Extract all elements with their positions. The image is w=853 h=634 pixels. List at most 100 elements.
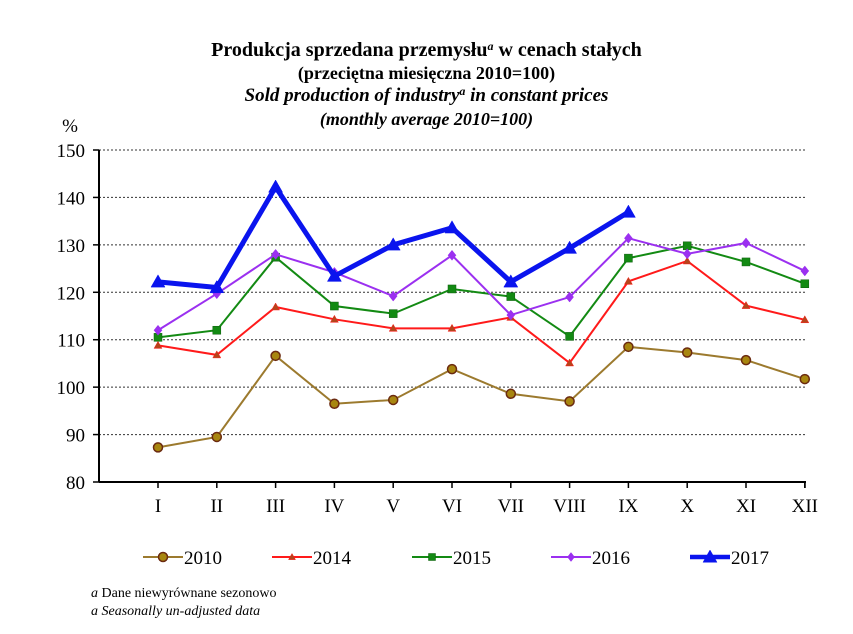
x-tick-label: IV [324, 496, 344, 517]
x-tick-label: IX [618, 496, 638, 517]
y-tick-label: 110 [57, 331, 85, 352]
legend-marker [702, 549, 718, 563]
data-point-2010 [152, 442, 164, 453]
legend-item-2016: 2016 [551, 548, 630, 569]
data-point-2016 [388, 290, 398, 302]
title-line-pl: Produkcja sprzedana przemysłua w cenach … [0, 38, 853, 62]
data-point-2015 [741, 257, 751, 267]
x-tick-label: VII [498, 496, 524, 517]
data-point-2016 [506, 309, 516, 321]
footnote-marker: a [459, 84, 466, 98]
data-point-2015 [212, 325, 222, 335]
data-point-2014 [329, 314, 339, 323]
data-point-2016 [153, 324, 163, 336]
series-line-2017 [157, 182, 630, 291]
data-point-2017 [562, 240, 578, 254]
data-point-2015 [624, 253, 633, 263]
data-point-2010 [564, 396, 575, 407]
legend-label: 2016 [592, 548, 630, 569]
series-2014 [153, 256, 810, 367]
x-tick-label: VIII [553, 496, 586, 517]
data-point-2010 [387, 394, 399, 406]
series-line-2010 [157, 345, 806, 449]
data-point-2010 [623, 341, 634, 353]
data-point-2016 [447, 249, 457, 261]
legend-marker [288, 552, 296, 560]
series-2017 [150, 179, 636, 294]
footnote-en: a Seasonally un-adjusted data [91, 603, 276, 621]
series-line-2016 [157, 237, 806, 332]
data-point-2010 [211, 431, 223, 443]
data-point-2017 [385, 237, 401, 251]
x-tick-label: XI [736, 496, 756, 517]
legend-item-2017: 2017 [690, 548, 769, 569]
data-point-2016 [271, 248, 280, 260]
data-point-2016 [800, 265, 810, 277]
series-2016 [153, 232, 810, 336]
y-tick-labels: 80 90 100 110 120 130 140 150 [57, 141, 86, 494]
data-point-2014 [271, 302, 281, 311]
legend-label: 2010 [184, 548, 222, 569]
legend-marker [428, 553, 436, 561]
title-en-text-end: in constant prices [465, 85, 609, 106]
legend-marker [567, 552, 575, 562]
series-line-2015 [157, 244, 806, 339]
data-point-2014 [153, 340, 163, 349]
series-group [150, 179, 811, 453]
series-2015 [153, 241, 810, 342]
legend-label: 2014 [313, 548, 352, 569]
title-pl-text-end: w cenach stałych [493, 39, 642, 61]
x-tick-label: X [680, 496, 694, 517]
data-point-2016 [682, 248, 692, 260]
y-axis-label: % [62, 116, 78, 137]
data-point-2017 [503, 274, 519, 288]
data-point-2016 [624, 232, 633, 244]
x-tick-label: I [155, 496, 161, 517]
data-point-2015 [330, 301, 339, 311]
data-point-2010 [270, 350, 281, 362]
data-point-2014 [623, 276, 633, 285]
title-pl-text: Produkcja sprzedana przemysłu [211, 39, 488, 61]
y-tick-label: 130 [57, 236, 86, 257]
data-point-2010 [505, 388, 517, 400]
data-point-2017 [620, 204, 636, 218]
x-tick-label: II [210, 496, 223, 517]
data-point-2014 [565, 358, 575, 367]
legend-item-2010: 2010 [143, 548, 222, 569]
data-point-2010 [799, 373, 811, 385]
data-point-2010 [740, 354, 752, 366]
series-2010 [152, 341, 811, 453]
data-point-2014 [212, 350, 222, 359]
chart-title: Produkcja sprzedana przemysłua w cenach … [0, 38, 853, 130]
data-point-2017 [209, 280, 225, 294]
x-tick-label: XII [792, 496, 818, 517]
data-point-2017 [444, 220, 460, 234]
data-point-2014 [682, 256, 692, 265]
data-point-2016 [741, 237, 751, 249]
y-tick-label: 150 [57, 141, 86, 162]
y-tick-label: 80 [66, 473, 85, 494]
y-tick-label: 90 [66, 426, 85, 447]
data-point-2015 [800, 279, 810, 288]
x-tick-label: VI [442, 496, 462, 517]
data-point-2016 [565, 291, 574, 303]
data-point-2010 [329, 398, 340, 409]
legend-item-2015: 2015 [412, 548, 491, 569]
data-point-2015 [565, 332, 574, 341]
data-point-2017 [150, 274, 166, 288]
x-tick-label: V [386, 496, 400, 517]
footnote-en-text: a Seasonally un-adjusted data [91, 604, 261, 619]
footnote-marker: a [487, 39, 494, 53]
data-point-2017 [326, 268, 342, 282]
series-line-2014 [157, 259, 806, 365]
subtitle-en: (monthly average 2010=100) [319, 109, 534, 129]
x-tick-label: III [266, 496, 285, 517]
legend-label: 2017 [731, 548, 769, 569]
legend: 2010 2014 2015 2016 2017 [143, 548, 769, 569]
data-point-2010 [446, 363, 458, 375]
footnote-pl: a Dane niewyrównane sezonowo [91, 585, 276, 603]
legend-item-2014: 2014 [272, 548, 352, 569]
footnote-marker: a [91, 586, 98, 601]
title-line-en: Sold production of industrya in constant… [0, 84, 853, 108]
